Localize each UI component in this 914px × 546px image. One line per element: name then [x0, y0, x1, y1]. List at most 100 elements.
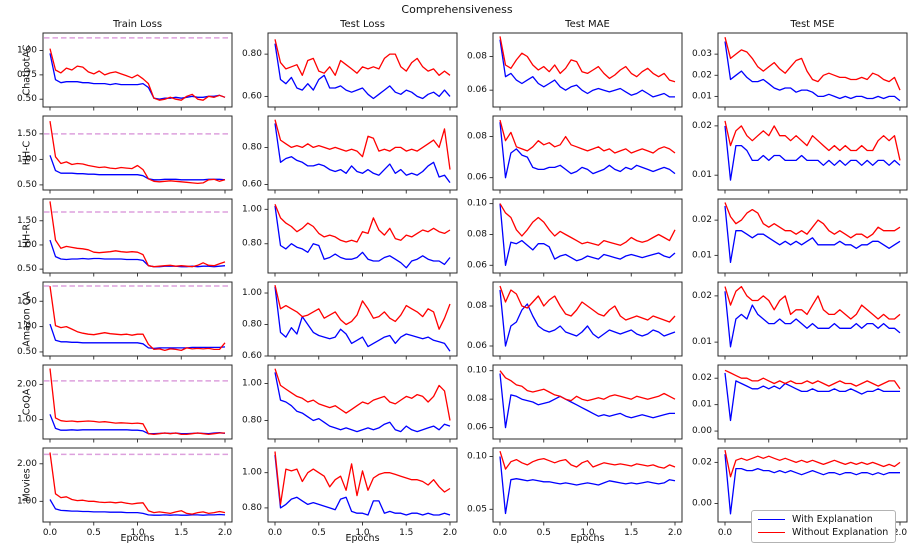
with-explanation-line	[49, 414, 226, 435]
axes-border	[42, 281, 233, 357]
with-explanation-line	[274, 205, 451, 269]
without-explanation-line	[49, 48, 226, 101]
subplot-coqa-test-mae: 0.06 0.08 0.10	[467, 364, 683, 443]
with-explanation-line	[499, 122, 676, 179]
y-tick-label: 0.80	[242, 239, 262, 249]
with-explanation-line	[724, 205, 901, 264]
y-tick-label: 0.03	[692, 49, 712, 59]
axes-border	[267, 281, 458, 357]
without-explanation-line	[724, 285, 901, 320]
subplot-amazon-qa-train-loss: 0.50 1.00 1.50	[17, 281, 233, 360]
x-tick-label: 2.0	[893, 528, 908, 538]
x-tick-label: 0.0	[268, 528, 283, 538]
y-tick-label: 0.02	[692, 373, 712, 383]
legend-label: With Explanation	[792, 514, 873, 525]
subplot-chatbotac-test-mae: 0.06 0.08	[467, 32, 683, 111]
subplot-movies-test-mae: 0.05 0.10 0.0 0.5 1.0 1.5 2.0	[467, 447, 683, 538]
subplot-movies-train-loss: 1.00 2.00 0.0 0.5 1.0 1.5 2.0	[17, 447, 233, 538]
without-explanation-line	[274, 368, 451, 421]
y-tick-label: 1.50	[17, 129, 37, 139]
x-axis-label-epochs: Epochs	[120, 533, 155, 544]
with-explanation-line	[724, 41, 901, 102]
y-tick-label: 0.80	[242, 416, 262, 426]
y-tick-label: 1.00	[242, 288, 262, 298]
axes-border	[492, 364, 683, 440]
y-tick-label: 1.50	[17, 296, 37, 306]
y-tick-label: 2.00	[17, 379, 37, 389]
y-tick-label: 0.60	[242, 351, 262, 361]
subplot-hh-c-test-loss: 0.60 0.80	[242, 115, 458, 194]
y-tick-label: 0.10	[467, 366, 487, 376]
subplot-chatbotac-test-mse: 0.01 0.02 0.03	[692, 32, 908, 111]
with-explanation-line	[724, 125, 901, 181]
subplot-coqa-train-loss: 1.00 2.00	[17, 364, 233, 443]
y-tick-label: 1.00	[17, 322, 37, 332]
without-explanation-line	[724, 449, 901, 478]
subplot-hh-r-test-loss: 0.80 1.00	[242, 198, 458, 277]
with-explanation-line	[274, 454, 451, 516]
legend-label: Without Explanation	[792, 527, 889, 538]
subplot-chatbotac-test-loss: 0.60 0.80	[242, 32, 458, 111]
y-tick-label: 1.00	[17, 415, 37, 425]
with-explanation-line	[274, 43, 451, 100]
with-explanation-line	[274, 123, 451, 183]
with-explanation-line	[724, 372, 900, 422]
without-explanation-line	[499, 119, 676, 154]
y-tick-label: 0.80	[242, 320, 262, 330]
without-explanation-line	[274, 119, 451, 170]
axes-border	[492, 447, 683, 523]
subplot-chatbotac-train-loss: 0.50 0.75 1.00	[17, 32, 233, 111]
y-tick-label: 0.02	[692, 215, 712, 225]
y-tick-label: 0.02	[692, 457, 712, 467]
y-tick-label: 0.06	[467, 173, 487, 183]
axes-border	[267, 198, 458, 274]
y-tick-label: 0.80	[242, 49, 262, 59]
x-tick-label: 2.0	[668, 528, 683, 538]
y-tick-label: 0.50	[17, 180, 37, 190]
axes-border	[42, 115, 233, 191]
axes-border	[717, 198, 908, 274]
without-explanation-line	[724, 202, 901, 239]
with-explanation-line	[49, 239, 226, 268]
y-tick-label: 1.50	[17, 216, 37, 226]
with-explanation-line	[499, 39, 675, 98]
with-explanation-line	[274, 372, 451, 433]
x-tick-label: 0.5	[312, 528, 326, 538]
y-tick-label: 1.00	[17, 240, 37, 250]
axes-border	[42, 447, 233, 523]
y-tick-label: 1.00	[17, 496, 37, 506]
y-tick-label: 1.00	[17, 154, 37, 164]
with-explanation-line	[49, 499, 226, 516]
without-explanation-line	[274, 39, 451, 76]
with-explanation-line	[499, 289, 676, 347]
axes-border	[717, 364, 908, 440]
y-tick-label: 2.00	[17, 459, 37, 469]
x-tick-label: 1.5	[399, 528, 413, 538]
without-explanation-line	[274, 284, 451, 330]
y-tick-label: 1.00	[242, 468, 262, 478]
with-explanation-line	[274, 286, 451, 352]
with-explanation-line-icon	[758, 519, 785, 520]
y-tick-label: 0.06	[467, 341, 487, 351]
y-tick-label: 0.08	[467, 394, 487, 404]
legend: With Explanation Without Explanation	[751, 510, 897, 543]
y-tick-label: 0.01	[692, 400, 712, 410]
x-axis-label-epochs: Epochs	[570, 533, 605, 544]
column-title-test-loss: Test Loss	[340, 19, 385, 30]
y-tick-label: 0.08	[467, 229, 487, 239]
with-explanation-line	[49, 323, 226, 350]
subplot-hh-c-train-loss: 0.50 1.00 1.50	[17, 115, 233, 194]
subplot-hh-r-test-mae: 0.06 0.08 0.10	[467, 198, 683, 277]
without-explanation-line	[49, 452, 226, 515]
y-tick-label: 0.00	[692, 499, 712, 509]
x-tick-label: 1.0	[355, 528, 370, 538]
y-tick-label: 0.50	[17, 94, 37, 104]
without-explanation-line	[499, 203, 676, 246]
y-tick-label: 0.08	[467, 52, 487, 62]
legend-item-with-explanation: With Explanation	[758, 514, 888, 525]
x-tick-label: 1.5	[624, 528, 638, 538]
y-tick-label: 0.05	[467, 504, 487, 514]
subplot-coqa-test-mse: 0.00 0.01 0.02	[692, 364, 908, 443]
axes-border	[267, 447, 458, 523]
